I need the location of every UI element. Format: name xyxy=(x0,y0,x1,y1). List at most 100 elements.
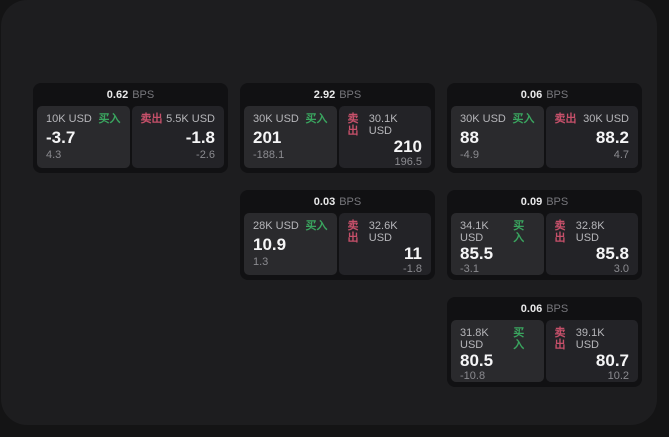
sell-panel[interactable]: 卖出 30.1K USD 210 196.5 xyxy=(338,106,431,168)
sell-panel[interactable]: 卖出 30K USD 88.2 4.7 xyxy=(545,106,638,168)
buy-amount: 34.1K USD xyxy=(460,220,489,244)
buy-price: 88 xyxy=(460,127,479,147)
sell-panel[interactable]: 卖出 39.1K USD 80.7 10.2 xyxy=(545,320,638,382)
buy-panel[interactable]: 31.8K USD 买入 80.5 -10.8 xyxy=(451,320,544,382)
card-header: 2.92 BPS xyxy=(240,83,435,106)
sell-panel-header: 卖出 32.6K USD xyxy=(348,220,423,244)
card-header: 0.06 BPS xyxy=(447,297,642,320)
buy-panel-header: 28K USD 买入 xyxy=(253,220,328,232)
sell-tag: 卖出 xyxy=(554,113,577,125)
buy-tag: 买入 xyxy=(512,113,535,125)
sell-price: 88.2 xyxy=(595,127,629,147)
buy-panel[interactable]: 10K USD 买入 -3.7 4.3 xyxy=(37,106,130,168)
card-body: 30K USD 买入 201 -188.1 卖出 30.1K USD 210 1… xyxy=(244,106,431,168)
sell-tag: 卖出 xyxy=(347,220,359,244)
buy-tag: 买入 xyxy=(513,220,525,244)
buy-tag: 买入 xyxy=(513,327,525,351)
buy-panel-header: 10K USD 买入 xyxy=(46,113,121,125)
sell-panel-header: 卖出 39.1K USD xyxy=(555,327,630,351)
bps-unit-label: BPS xyxy=(339,195,362,208)
sell-price: 80.7 xyxy=(595,351,629,370)
buy-price: 201 xyxy=(253,127,282,147)
sell-tag: 卖出 xyxy=(140,113,163,125)
sell-amount: 5.5K USD xyxy=(166,113,215,125)
quote-card: 2.92 BPS 30K USD 买入 201 -188.1 卖出 30.1K … xyxy=(240,83,435,173)
sell-amount: 39.1K USD xyxy=(575,327,605,351)
quote-card: 0.03 BPS 28K USD 买入 10.9 1.3 卖出 32.6K US… xyxy=(240,190,435,280)
sell-panel[interactable]: 卖出 32.6K USD 11 -1.8 xyxy=(338,213,431,275)
card-body: 34.1K USD 买入 85.5 -3.1 卖出 32.8K USD 85.8… xyxy=(451,213,638,275)
quote-card: 0.09 BPS 34.1K USD 买入 85.5 -3.1 卖出 32.8K… xyxy=(447,190,642,280)
bps-unit-label: BPS xyxy=(132,88,155,101)
buy-price: 10.9 xyxy=(253,234,287,254)
sell-sub-value: 196.5 xyxy=(394,156,422,168)
app-panel: 0.62 BPS 10K USD 买入 -3.7 4.3 卖出 5.5K USD… xyxy=(1,0,657,425)
bps-unit-label: BPS xyxy=(546,302,569,315)
sell-panel-header: 卖出 32.8K USD xyxy=(555,220,630,244)
card-header: 0.09 BPS xyxy=(447,190,642,213)
sell-price: 85.8 xyxy=(595,244,629,263)
buy-sub-value: -4.9 xyxy=(460,149,479,161)
card-body: 31.8K USD 买入 80.5 -10.8 卖出 39.1K USD 80.… xyxy=(451,320,638,382)
card-body: 10K USD 买入 -3.7 4.3 卖出 5.5K USD -1.8 -2.… xyxy=(37,106,224,168)
buy-panel[interactable]: 34.1K USD 买入 85.5 -3.1 xyxy=(451,213,544,275)
sell-amount: 32.6K USD xyxy=(368,220,398,244)
sell-price: 210 xyxy=(393,137,422,156)
buy-sub-value: 4.3 xyxy=(46,149,62,161)
bps-unit-label: BPS xyxy=(339,88,362,101)
bps-value: 0.03 xyxy=(313,195,336,208)
bps-unit-label: BPS xyxy=(546,195,569,208)
bps-value: 0.06 xyxy=(520,88,543,101)
sell-sub-value: 4.7 xyxy=(613,149,629,161)
buy-panel[interactable]: 30K USD 买入 88 -4.9 xyxy=(451,106,544,168)
buy-amount: 30K USD xyxy=(460,113,506,125)
buy-panel-header: 30K USD 买入 xyxy=(253,113,328,125)
sell-tag: 卖出 xyxy=(554,327,566,351)
card-header: 0.03 BPS xyxy=(240,190,435,213)
buy-panel[interactable]: 30K USD 买入 201 -188.1 xyxy=(244,106,337,168)
sell-amount: 30K USD xyxy=(583,113,629,125)
sell-panel[interactable]: 卖出 5.5K USD -1.8 -2.6 xyxy=(131,106,224,168)
sell-sub-value: 3.0 xyxy=(613,263,629,275)
quote-card: 0.06 BPS 30K USD 买入 88 -4.9 卖出 30K USD 8… xyxy=(447,83,642,173)
bps-value: 2.92 xyxy=(313,88,336,101)
sell-sub-value: -1.8 xyxy=(403,263,422,275)
buy-tag: 买入 xyxy=(98,113,121,125)
buy-amount: 30K USD xyxy=(253,113,299,125)
card-header: 0.06 BPS xyxy=(447,83,642,106)
quote-card: 0.06 BPS 31.8K USD 买入 80.5 -10.8 卖出 39.1… xyxy=(447,297,642,387)
sell-tag: 卖出 xyxy=(347,113,359,137)
sell-price: -1.8 xyxy=(185,127,215,147)
buy-amount: 10K USD xyxy=(46,113,92,125)
buy-price: 80.5 xyxy=(460,351,494,370)
buy-panel-header: 31.8K USD 买入 xyxy=(460,327,535,351)
sell-panel-header: 卖出 5.5K USD xyxy=(141,113,216,125)
buy-tag: 买入 xyxy=(305,220,328,232)
bps-value: 0.06 xyxy=(520,302,543,315)
sell-amount: 30.1K USD xyxy=(368,113,398,137)
buy-amount: 28K USD xyxy=(253,220,299,232)
buy-price: -3.7 xyxy=(46,127,76,147)
buy-sub-value: 1.3 xyxy=(253,256,269,268)
bps-unit-label: BPS xyxy=(546,88,569,101)
buy-panel-header: 34.1K USD 买入 xyxy=(460,220,535,244)
sell-panel-header: 卖出 30.1K USD xyxy=(348,113,423,137)
bps-value: 0.09 xyxy=(520,195,543,208)
buy-panel[interactable]: 28K USD 买入 10.9 1.3 xyxy=(244,213,337,275)
buy-sub-value: -188.1 xyxy=(253,149,285,161)
buy-sub-value: -3.1 xyxy=(460,263,479,275)
sell-sub-value: 10.2 xyxy=(607,370,629,382)
buy-amount: 31.8K USD xyxy=(460,327,489,351)
sell-amount: 32.8K USD xyxy=(575,220,605,244)
card-body: 30K USD 买入 88 -4.9 卖出 30K USD 88.2 4.7 xyxy=(451,106,638,168)
buy-price: 85.5 xyxy=(460,244,494,263)
card-header: 0.62 BPS xyxy=(33,83,228,106)
sell-panel-header: 卖出 30K USD xyxy=(555,113,630,125)
sell-panel[interactable]: 卖出 32.8K USD 85.8 3.0 xyxy=(545,213,638,275)
sell-price: 11 xyxy=(404,244,422,263)
sell-sub-value: -2.6 xyxy=(196,149,215,161)
card-body: 28K USD 买入 10.9 1.3 卖出 32.6K USD 11 -1.8 xyxy=(244,213,431,275)
buy-panel-header: 30K USD 买入 xyxy=(460,113,535,125)
bps-value: 0.62 xyxy=(106,88,129,101)
